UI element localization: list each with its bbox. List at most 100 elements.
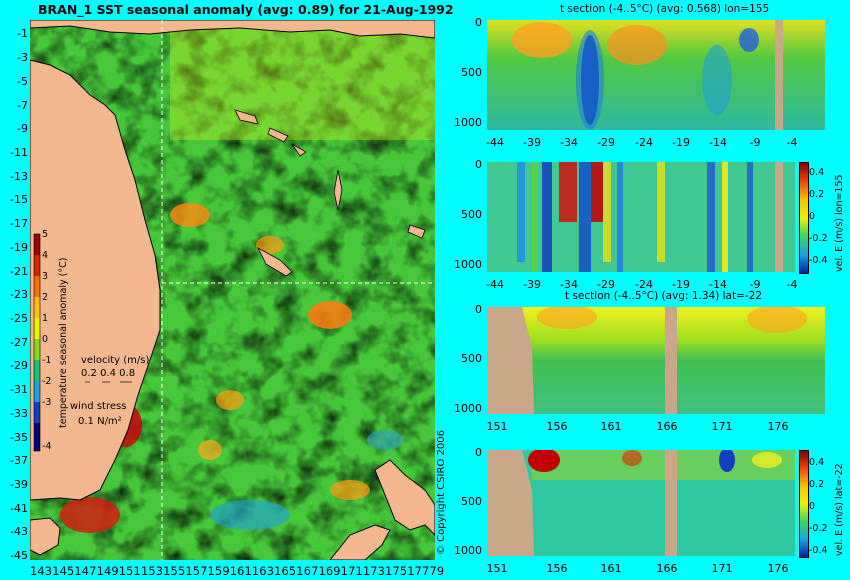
map-title: BRAN_1 SST seasonal anomaly (avg: 0.89) … [38,2,454,17]
copyright-text: © Copyright CSIRO 2006 [436,430,447,555]
cbar-tick: -0.4 [809,545,828,556]
lon-tick: 151 [486,562,508,575]
colorbar-tick: 5 [42,229,49,240]
lat-tick: -9 [17,122,28,135]
depth-tick: 500 [461,66,482,79]
depth-tick: 500 [461,352,482,365]
velocity-label: velocity (m/s) [81,355,150,366]
cbar-tick: 0.4 [809,457,825,468]
lon-tick: 156 [546,562,568,575]
lat-tick: -35 [10,431,28,444]
section-lat-title: t section (-4..5°C) (avg: 1.34) lat=-22 [565,290,763,302]
lat-tick: -19 [672,278,690,291]
colorbar-tick: 2 [42,292,49,303]
lat-tick: -34 [560,136,578,149]
section-lon-title: t section (-4..5°C) (avg: 0.568) lon=155 [560,3,770,15]
lat-tick: -9 [749,136,761,149]
colorbar-tick: 1 [42,313,49,324]
lat-tick: -1 [17,27,28,40]
colorbar-tick: -2 [42,376,52,387]
section-plot [487,20,825,130]
depth-tick: 500 [461,208,482,221]
cbar-tick: 0 [809,211,816,222]
lat-tick: -17 [10,217,28,230]
depth-tick: 1000 [454,544,482,557]
lat-tick: -39 [523,136,541,149]
lat-tick: -43 [10,525,28,538]
lat-tick: -39 [10,478,28,491]
temp-section-lon155[interactable] [487,20,825,130]
section-plot [487,307,825,414]
map-colorbar [33,233,41,452]
lat-tick: -24 [635,136,653,149]
lon-tick: 176 [767,562,789,575]
lat-tick: -4 [786,136,798,149]
lat-tick: -41 [10,502,28,515]
lat-tick: -13 [10,170,28,183]
colorbar-tick: -1 [42,355,52,366]
lat-tick: -44 [486,278,504,291]
section-plot [487,450,795,556]
velocity-scale: 0.2 0.4 0.8 [81,368,136,379]
depth-tick: 0 [475,303,482,316]
lat-tick: -33 [10,407,28,420]
wind-stress-label: wind stress [70,401,127,412]
lat-tick: -37 [10,454,28,467]
lat-tick: -4 [786,278,798,291]
velocity-colorbar-2 [799,450,809,558]
velocity-cbar-label-1: vel. E (m/s) lon=155 [834,174,845,272]
wind-stress-scale: 0.1 N/m² [78,416,122,427]
lat-tick: -19 [10,241,28,254]
lat-tick: -9 [749,278,761,291]
lon-tick: 161 [600,420,622,433]
cbar-tick: 0.2 [809,189,825,200]
lat-tick: -45 [10,549,28,562]
colorbar-tick: 3 [42,271,49,282]
lat-tick: -15 [10,193,28,206]
lat-tick: -7 [17,99,28,112]
map-lat-axis: -1 -3 -5 -7 -9 -11 -13 -15 -17 -19 -21 -… [0,0,28,580]
lat-tick: -29 [597,278,615,291]
lat-tick: -27 [10,336,28,349]
depth-tick: 0 [475,158,482,171]
velocity-cbar-label-2: vel. E (m/s) lat=-22 [834,463,845,556]
depth-tick: 0 [475,446,482,459]
cbar-tick: 0.2 [809,479,825,490]
colorbar-tick: -3 [42,397,52,408]
depth-tick: 1000 [454,402,482,415]
lat-tick: -21 [10,265,28,278]
lon-tick: 166 [656,420,678,433]
map-graphic [30,20,435,560]
lat-tick: -14 [709,136,727,149]
lat-tick: -24 [635,278,653,291]
section-plot [487,162,795,272]
depth-tick: 1000 [454,116,482,129]
cbar-tick: -0.2 [809,523,828,534]
map-lon-axis: 1431451471491511531551571591611631651671… [30,564,445,578]
cbar-tick: -0.2 [809,233,828,244]
lon-tick: 151 [486,420,508,433]
lat-tick: -19 [672,136,690,149]
lon-tick: 161 [600,562,622,575]
sst-anomaly-map[interactable] [30,20,435,560]
lon-tick: 166 [656,562,678,575]
depth-tick: 0 [475,16,482,29]
lat-tick: -23 [10,288,28,301]
lat-tick: -25 [10,312,28,325]
lon-tick: 171 [711,562,733,575]
depth-tick: 500 [461,495,482,508]
depth-tick: 1000 [454,258,482,271]
temp-section-lat22[interactable] [487,307,825,414]
lat-tick: -31 [10,383,28,396]
velocity-section-lat22[interactable] [487,450,795,556]
velocity-section-lon155[interactable] [487,162,795,272]
lat-tick: -44 [486,136,504,149]
lon-tick: 156 [546,420,568,433]
colorbar-tick: 0 [42,334,49,345]
velocity-colorbar-1 [799,162,809,274]
lat-tick: -11 [10,146,28,159]
colorbar-label: temperature seasonal anomaly (°C) [58,257,69,428]
cbar-tick: 0.4 [809,167,825,178]
lat-tick: -29 [597,136,615,149]
lat-tick: -34 [560,278,578,291]
